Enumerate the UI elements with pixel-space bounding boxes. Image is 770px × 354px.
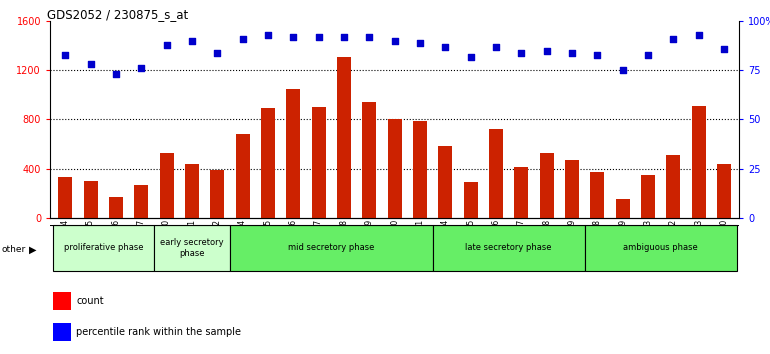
Bar xyxy=(717,164,731,218)
Bar xyxy=(185,164,199,218)
Text: late secretory phase: late secretory phase xyxy=(465,243,552,252)
Point xyxy=(464,54,477,59)
Bar xyxy=(691,106,705,218)
Point xyxy=(667,36,679,42)
Text: count: count xyxy=(76,296,104,306)
Bar xyxy=(230,225,433,271)
Bar xyxy=(641,175,655,218)
Bar xyxy=(565,160,579,218)
Bar xyxy=(464,182,477,218)
Point xyxy=(363,34,376,40)
Text: percentile rank within the sample: percentile rank within the sample xyxy=(76,327,241,337)
Text: mid secretory phase: mid secretory phase xyxy=(288,243,374,252)
Bar xyxy=(616,199,630,218)
Point xyxy=(413,40,426,46)
Point xyxy=(110,72,122,77)
Bar xyxy=(363,102,377,218)
Point xyxy=(541,48,553,53)
Point xyxy=(135,65,147,71)
Bar xyxy=(584,225,737,271)
Point xyxy=(388,38,400,44)
Point xyxy=(617,68,629,73)
Point xyxy=(262,32,274,38)
Bar xyxy=(514,167,528,218)
Point xyxy=(439,44,451,50)
Point xyxy=(490,44,502,50)
Point xyxy=(236,36,249,42)
Text: ▶: ▶ xyxy=(29,245,37,255)
Bar xyxy=(134,185,149,218)
Point xyxy=(591,52,604,57)
Bar xyxy=(387,119,402,218)
Text: other: other xyxy=(2,245,25,254)
Text: GDS2052 / 230875_s_at: GDS2052 / 230875_s_at xyxy=(47,8,188,21)
Bar xyxy=(52,225,154,271)
Text: ambiguous phase: ambiguous phase xyxy=(623,243,698,252)
Point xyxy=(211,50,223,56)
Point xyxy=(642,52,654,57)
Bar xyxy=(154,225,230,271)
Bar xyxy=(210,170,224,218)
Point xyxy=(718,46,730,52)
Bar xyxy=(109,197,123,218)
Bar xyxy=(489,129,503,218)
Bar xyxy=(236,134,249,218)
Point xyxy=(160,42,172,48)
Bar xyxy=(84,182,98,218)
Bar xyxy=(433,225,584,271)
Point xyxy=(85,62,97,67)
Point xyxy=(186,38,198,44)
Point xyxy=(338,34,350,40)
Bar xyxy=(261,108,275,218)
Bar xyxy=(337,57,351,218)
Text: early secretory
phase: early secretory phase xyxy=(160,238,224,257)
Bar xyxy=(413,121,427,218)
Point xyxy=(59,52,72,57)
Bar xyxy=(159,153,173,218)
Point xyxy=(287,34,300,40)
Bar xyxy=(53,324,71,341)
Bar xyxy=(666,155,680,218)
Bar xyxy=(59,177,72,218)
Bar xyxy=(286,89,300,218)
Point xyxy=(566,50,578,56)
Bar xyxy=(540,153,554,218)
Bar xyxy=(591,172,604,218)
Point xyxy=(313,34,325,40)
Bar xyxy=(53,292,71,310)
Point xyxy=(692,32,705,38)
Text: proliferative phase: proliferative phase xyxy=(63,243,143,252)
Bar xyxy=(438,147,452,218)
Bar xyxy=(312,107,326,218)
Point xyxy=(515,50,527,56)
